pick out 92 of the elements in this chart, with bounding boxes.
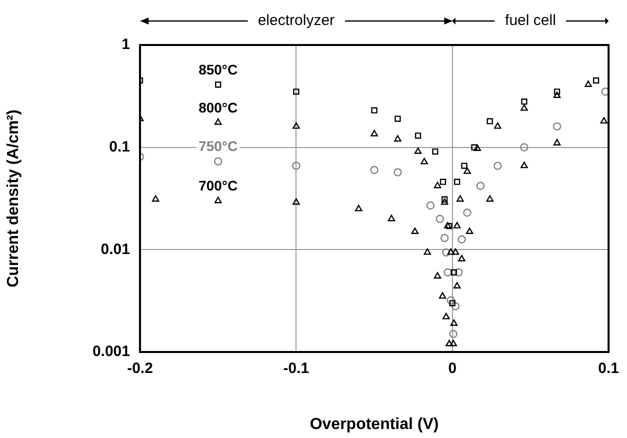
- point: [292, 198, 300, 205]
- point: [494, 162, 502, 170]
- point: [452, 248, 460, 255]
- point: [600, 117, 608, 124]
- point: [152, 195, 160, 202]
- series-label: 750°C: [198, 138, 238, 154]
- x-axis-title: Overpotential (V): [310, 416, 439, 433]
- point: [438, 292, 446, 299]
- point: [553, 139, 561, 146]
- point: [370, 130, 378, 136]
- point: [446, 340, 453, 346]
- point: [584, 80, 592, 87]
- point: [420, 158, 428, 164]
- point: [458, 254, 466, 262]
- point: [446, 223, 452, 230]
- point: [394, 168, 402, 176]
- point: [424, 248, 432, 255]
- point: [450, 319, 458, 326]
- point: [432, 148, 438, 155]
- point: [414, 147, 422, 154]
- series-label: 700°C: [198, 178, 238, 194]
- y-tick-label: 0.1: [109, 138, 130, 156]
- point: [371, 107, 378, 114]
- point: [520, 143, 528, 152]
- y-tick-label: 0.01: [100, 240, 130, 258]
- point: [411, 228, 419, 234]
- y-tick-label: 0.001: [92, 343, 130, 360]
- point: [486, 118, 493, 124]
- point: [215, 82, 222, 88]
- point: [442, 196, 448, 202]
- point: [520, 162, 528, 168]
- point: [451, 302, 460, 310]
- point: [214, 196, 222, 204]
- point: [466, 228, 474, 234]
- x-tick-label: 0.1: [598, 360, 620, 378]
- point: [292, 122, 300, 129]
- point: [449, 330, 458, 338]
- point: [486, 195, 494, 202]
- point: [593, 77, 600, 84]
- point: [442, 248, 450, 257]
- point: [370, 166, 378, 174]
- point: [292, 162, 300, 170]
- point: [553, 92, 561, 98]
- point: [463, 208, 472, 217]
- point: [214, 157, 222, 166]
- x-tick-label: 0: [448, 360, 457, 378]
- point: [444, 222, 452, 228]
- y-tick-label: 1: [122, 36, 130, 54]
- point: [474, 144, 482, 152]
- point: [442, 312, 450, 320]
- point: [447, 248, 454, 255]
- point: [355, 204, 362, 212]
- point: [552, 122, 562, 131]
- point: [471, 144, 478, 150]
- point: [453, 222, 461, 228]
- point: [434, 272, 442, 279]
- point: [494, 122, 502, 129]
- point: [394, 116, 401, 122]
- series-label: 850°C: [198, 61, 238, 78]
- series-label: 800°C: [198, 99, 238, 116]
- point: [293, 88, 300, 95]
- point: [440, 234, 449, 242]
- point: [476, 182, 485, 190]
- point: [554, 88, 560, 95]
- point: [414, 132, 422, 139]
- x-tick-label: -0.2: [127, 360, 153, 378]
- point: [456, 195, 464, 202]
- point: [440, 198, 448, 205]
- point: [454, 178, 460, 185]
- point: [520, 104, 528, 111]
- y-axis-title: Current density (A/cm²): [5, 110, 22, 288]
- point: [458, 235, 466, 244]
- point: [521, 98, 528, 105]
- text: electrolyzer: [256, 12, 336, 29]
- point: [461, 162, 468, 169]
- point: [426, 201, 435, 210]
- point: [449, 300, 456, 306]
- point: [388, 214, 396, 222]
- point: [394, 135, 402, 142]
- point: [450, 340, 457, 346]
- point: [440, 178, 446, 185]
- x-tick-label: -0.1: [283, 360, 310, 378]
- point: [436, 214, 444, 223]
- point: [434, 182, 442, 188]
- point: [450, 269, 458, 276]
- point: [444, 268, 452, 276]
- point: [214, 118, 222, 125]
- point: [464, 167, 471, 174]
- point: [446, 296, 455, 304]
- text: fuel cell: [504, 12, 557, 29]
- point: [453, 282, 461, 289]
- point: [454, 268, 463, 276]
